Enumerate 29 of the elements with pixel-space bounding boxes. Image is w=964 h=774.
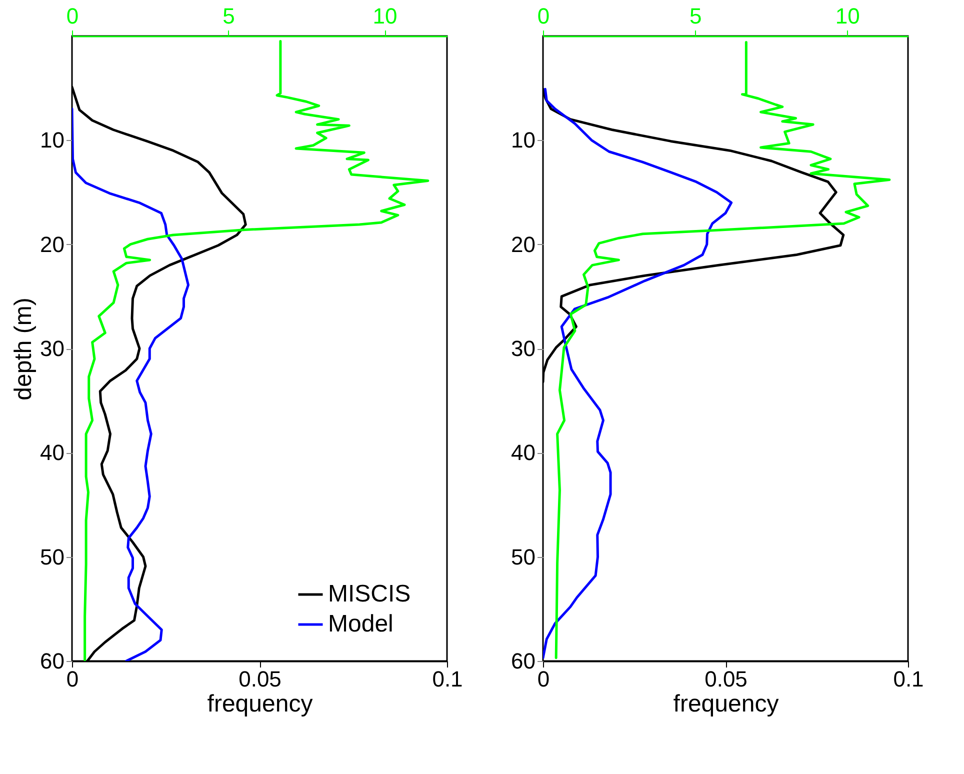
y-tick-label: 20 [511, 232, 536, 257]
x2-tick-label: 5 [689, 4, 702, 28]
x2-tick-label: 10 [372, 4, 398, 28]
x2-tick-label: 0 [537, 4, 550, 28]
x2-tick-label: 5 [222, 4, 235, 28]
y-tick-label: 10 [511, 128, 536, 153]
x-tick-label: 0.05 [238, 666, 282, 692]
x2-tick-label: 0 [66, 4, 79, 28]
y-tick-label: 60 [40, 648, 64, 674]
legend-label: Model [328, 610, 394, 638]
x-axis-title: frequency [207, 690, 313, 718]
y-tick-label: 40 [511, 440, 536, 466]
y-tick-label: 50 [511, 544, 536, 570]
legend-label: MISCIS [328, 580, 411, 608]
y-tick-label: 30 [511, 336, 536, 361]
y-tick-label: 30 [40, 336, 64, 361]
y-tick-label: 50 [40, 544, 64, 570]
x-tick-label: 0.1 [432, 666, 463, 692]
x-tick-label: 0.05 [704, 666, 748, 692]
x-tick-label: 0 [66, 666, 79, 692]
x-tick-label: 0.1 [893, 666, 924, 692]
y-tick-label: 40 [40, 440, 64, 466]
x-tick-label: 0 [537, 666, 550, 692]
y-tick-label: 20 [40, 232, 64, 257]
y-tick-label: 60 [511, 648, 536, 674]
x2-tick-label: 10 [835, 4, 860, 28]
y-tick-label: 10 [40, 128, 64, 153]
y-axis-title: depth (m) [10, 298, 38, 400]
x-axis-title: frequency [673, 690, 779, 718]
